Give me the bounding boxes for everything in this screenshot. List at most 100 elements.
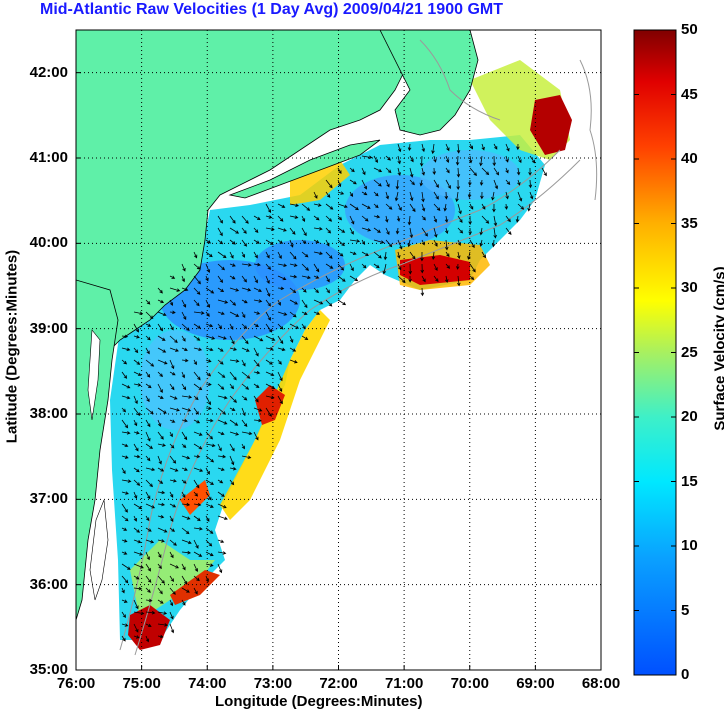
velocity-arrow — [337, 287, 342, 294]
velocity-arrow — [217, 251, 227, 259]
velocity-arrow — [385, 191, 390, 200]
velocity-arrow — [325, 179, 333, 189]
velocity-arrow — [121, 467, 126, 475]
velocity-arrow — [505, 215, 511, 223]
velocity-arrow — [382, 263, 387, 275]
velocity-arrow — [469, 239, 475, 249]
velocity-arrow — [241, 311, 246, 319]
x-tick-label: 76:00 — [56, 675, 96, 692]
velocity-arrow — [169, 371, 176, 376]
velocity-arrow — [157, 599, 164, 604]
velocity-arrow — [241, 455, 252, 460]
velocity-arrow — [193, 539, 199, 549]
velocity-arrow — [361, 239, 366, 245]
velocity-arrow — [265, 407, 272, 417]
velocity-arrow — [253, 262, 261, 267]
velocity-arrow — [409, 167, 414, 178]
velocity-arrow — [301, 299, 308, 309]
velocity-arrow — [528, 179, 533, 189]
velocity-arrow — [193, 587, 198, 595]
y-tick-label: 39:00 — [29, 319, 68, 337]
velocity-arrow — [385, 179, 390, 188]
velocity-arrow — [265, 251, 270, 259]
velocity-arrow — [205, 275, 209, 282]
velocity-arrow — [419, 155, 424, 167]
velocity-arrow — [193, 515, 201, 522]
velocity-arrow — [433, 227, 438, 238]
velocity-arrow — [205, 575, 209, 583]
velocity-arrow — [193, 575, 200, 582]
velocity-arrow — [229, 466, 237, 471]
velocity-arrow — [265, 287, 271, 297]
velocity-arrow — [517, 155, 522, 164]
velocity-arrow — [289, 251, 297, 260]
velocity-arrow — [517, 191, 523, 202]
velocity-arrow — [181, 539, 192, 545]
velocity-arrow — [217, 275, 224, 284]
velocity-arrow — [169, 310, 176, 315]
velocity-arrow — [394, 191, 399, 202]
velocity-arrow — [469, 275, 475, 281]
velocity-arrow — [133, 359, 141, 365]
velocity-arrow — [505, 155, 509, 163]
velocity-arrow — [265, 239, 274, 245]
x-tick-label: 69:00 — [516, 675, 555, 692]
velocity-arrow — [385, 227, 390, 236]
velocity-arrow — [157, 575, 165, 584]
velocity-arrow — [253, 311, 261, 315]
velocity-arrow — [325, 191, 331, 198]
colorbar-tick-label: 45 — [681, 85, 698, 103]
velocity-arrow — [157, 623, 169, 627]
velocity-arrow — [313, 287, 319, 294]
velocity-arrow — [145, 539, 155, 544]
velocity-arrow — [505, 227, 512, 235]
velocity-arrow — [361, 227, 372, 232]
velocity-arrow — [253, 299, 263, 303]
velocity-arrow — [456, 143, 461, 154]
velocity-arrow — [241, 323, 248, 329]
x-axis-label: Longitude (Degrees:Minutes) — [215, 693, 423, 710]
velocity-arrow — [289, 203, 300, 207]
velocity-arrow — [205, 515, 210, 522]
velocity-arrow — [193, 467, 204, 472]
velocity-arrow — [229, 455, 235, 466]
velocity-arrow — [408, 263, 413, 275]
velocity-arrow — [193, 359, 197, 366]
velocity-arrow — [217, 347, 224, 352]
velocity-arrow — [349, 167, 355, 173]
velocity-arrow — [337, 167, 342, 175]
velocity-arrow — [325, 203, 334, 210]
velocity-arrow — [265, 395, 275, 400]
velocity-arrow — [241, 299, 248, 304]
velocity-arrow — [205, 311, 210, 317]
velocity-arrow — [444, 191, 449, 200]
velocity-arrow — [217, 443, 222, 452]
velocity-arrow — [217, 467, 225, 471]
velocity-arrow — [253, 323, 259, 328]
velocity-arrow — [229, 311, 240, 317]
velocity-arrow — [277, 383, 283, 393]
velocity-arrow — [541, 167, 547, 177]
velocity-arrow — [145, 335, 151, 341]
velocity-arrow — [157, 490, 166, 495]
velocity-arrow — [181, 371, 186, 379]
velocity-arrow — [241, 443, 245, 450]
velocity-arrow — [157, 311, 167, 317]
velocity-arrow — [301, 275, 311, 280]
velocity-arrow — [241, 359, 246, 367]
velocity-arrow — [193, 287, 201, 295]
velocity-arrow — [277, 395, 283, 405]
velocity-arrow — [445, 179, 451, 189]
velocity-arrow — [181, 358, 189, 363]
velocity-arrow — [133, 539, 142, 544]
velocity-arrow — [157, 323, 164, 332]
velocity-arrow — [409, 251, 416, 260]
high-velocity-region — [255, 385, 285, 425]
velocity-arrow — [385, 203, 393, 210]
velocity-arrow — [169, 539, 177, 546]
velocity-arrow — [337, 299, 347, 306]
velocity-arrow — [468, 227, 472, 236]
velocity-arrow — [157, 455, 162, 465]
velocity-arrow — [217, 407, 227, 415]
x-tick-label: 73:00 — [253, 675, 293, 692]
